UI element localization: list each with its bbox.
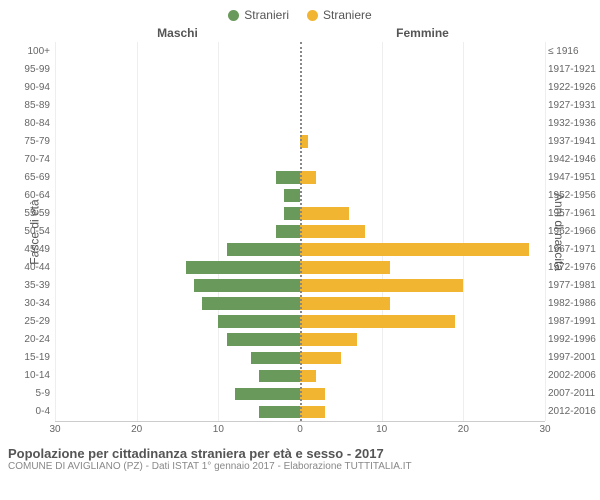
bar-male [218,315,300,328]
x-tick: 10 [376,424,387,435]
birth-year-label: 1947-1951 [548,172,600,183]
birth-year-label: 1932-1936 [548,118,600,129]
birth-year-label: 1942-1946 [548,154,600,165]
bar-female [300,261,390,274]
chart-area: Fasce di età Anni di nascita 100+≤ 19169… [0,42,600,422]
bar-female [300,333,357,346]
bar-female [300,315,455,328]
age-label: 5-9 [10,388,50,399]
header-male: Maschi [55,26,300,40]
legend-item-female: Straniere [307,8,372,22]
birth-year-label: 1977-1981 [548,280,600,291]
bar-male [276,225,301,238]
bar-male [202,297,300,310]
x-tick: 30 [49,424,60,435]
legend-label-male: Stranieri [244,8,289,22]
x-tick: 20 [131,424,142,435]
age-label: 95-99 [10,64,50,75]
footer-subtitle: COMUNE DI AVIGLIANO (PZ) - Dati ISTAT 1°… [8,461,592,472]
bar-male [251,352,300,365]
birth-year-label: 1987-1991 [548,316,600,327]
x-tick: 30 [539,424,550,435]
birth-year-label: 1962-1966 [548,226,600,237]
legend: Stranieri Straniere [0,0,600,26]
age-label: 55-59 [10,208,50,219]
bar-male [284,189,300,202]
age-label: 75-79 [10,136,50,147]
legend-label-female: Straniere [323,8,372,22]
birth-year-label: 2012-2016 [548,406,600,417]
age-label: 15-19 [10,352,50,363]
age-label: 90-94 [10,82,50,93]
birth-year-label: 1957-1961 [548,208,600,219]
age-label: 10-14 [10,370,50,381]
age-label: 30-34 [10,298,50,309]
legend-swatch-male [228,10,239,21]
age-label: 65-69 [10,172,50,183]
bar-female [300,279,463,292]
birth-year-label: 2007-2011 [548,388,600,399]
age-label: 45-49 [10,244,50,255]
age-label: 85-89 [10,100,50,111]
age-label: 0-4 [10,406,50,417]
age-label: 50-54 [10,226,50,237]
bar-male [227,243,301,256]
bar-female [300,225,365,238]
plot: 100+≤ 191695-991917-192190-941922-192685… [55,42,545,422]
birth-year-label: 1927-1931 [548,100,600,111]
grid-line [545,42,546,421]
legend-item-male: Stranieri [228,8,289,22]
age-label: 80-84 [10,118,50,129]
bar-female [300,297,390,310]
bar-female [300,171,316,184]
footer: Popolazione per cittadinanza straniera p… [0,440,600,472]
footer-title: Popolazione per cittadinanza straniera p… [8,446,592,461]
birth-year-label: 1917-1921 [548,64,600,75]
birth-year-label: 1952-1956 [548,190,600,201]
bar-male [276,171,301,184]
birth-year-label: ≤ 1916 [548,46,600,57]
age-label: 60-64 [10,190,50,201]
bar-female [300,243,529,256]
legend-swatch-female [307,10,318,21]
birth-year-label: 1982-1986 [548,298,600,309]
x-tick: 10 [213,424,224,435]
x-tick: 0 [297,424,303,435]
bar-male [259,370,300,383]
bar-female [300,352,341,365]
birth-year-label: 1972-1976 [548,262,600,273]
bar-female [300,207,349,220]
age-label: 35-39 [10,280,50,291]
bar-male [194,279,300,292]
birth-year-label: 1997-2001 [548,352,600,363]
age-label: 100+ [10,46,50,57]
bar-male [186,261,300,274]
birth-year-label: 1967-1971 [548,244,600,255]
center-line [300,42,302,421]
bar-female [300,406,325,419]
bar-male [235,388,300,401]
bar-male [284,207,300,220]
x-axis-ticks: 3020100102030 [55,424,545,440]
age-label: 40-44 [10,262,50,273]
birth-year-label: 1992-1996 [548,334,600,345]
bar-male [227,333,301,346]
age-label: 20-24 [10,334,50,345]
bar-female [300,388,325,401]
age-label: 25-29 [10,316,50,327]
birth-year-label: 1937-1941 [548,136,600,147]
bar-female [300,370,316,383]
birth-year-label: 2002-2006 [548,370,600,381]
age-label: 70-74 [10,154,50,165]
birth-year-label: 1922-1926 [548,82,600,93]
x-tick: 20 [458,424,469,435]
column-headers: Maschi Femmine [0,26,600,42]
header-female: Femmine [300,26,545,40]
bar-male [259,406,300,419]
